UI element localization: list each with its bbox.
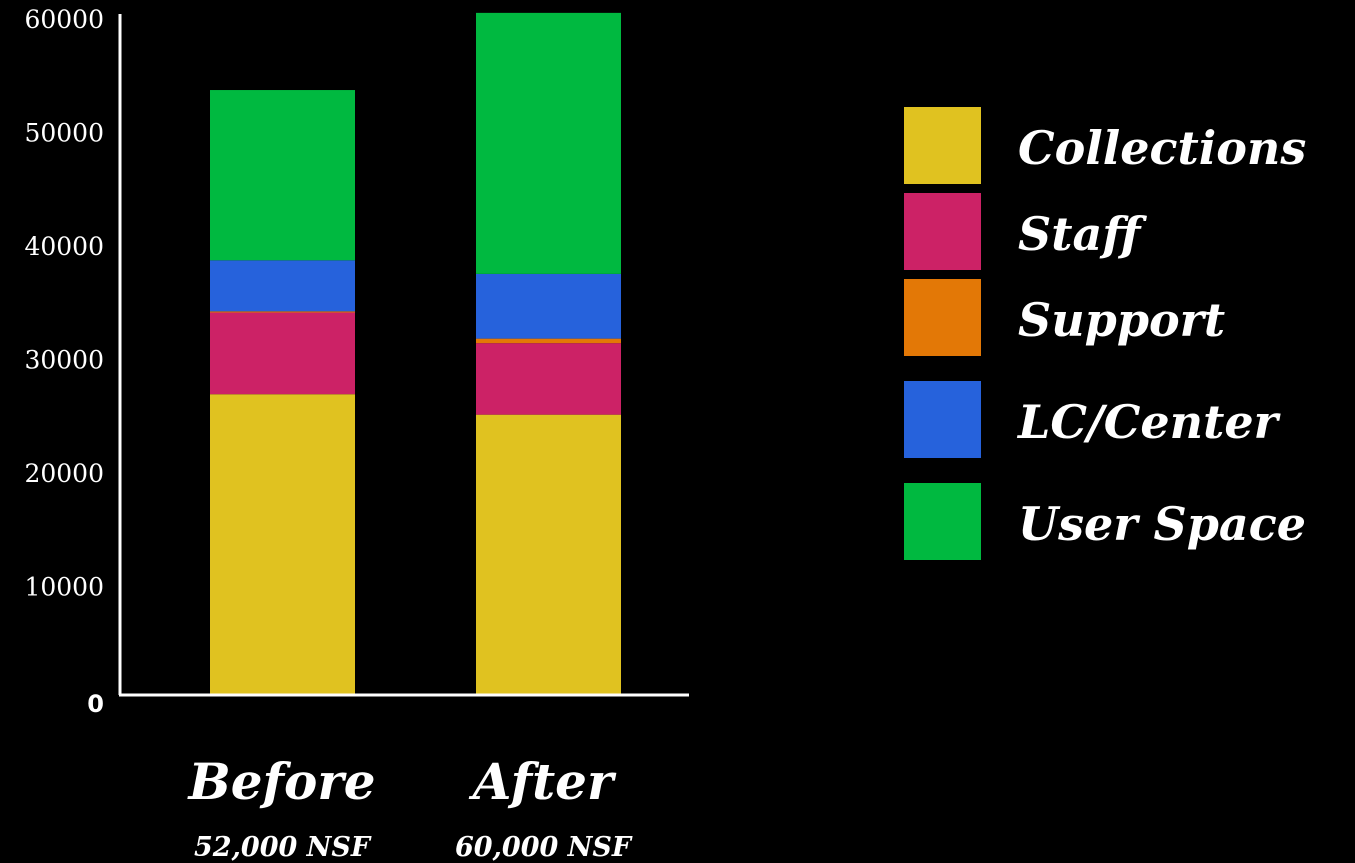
legend-label-user-space: User Space <box>1018 497 1306 551</box>
legend-swatch-support <box>904 279 981 356</box>
y-tick-label: 60000 <box>24 5 104 34</box>
bar-segment-lc-center-before <box>210 260 355 312</box>
y-tick-label: 40000 <box>24 232 104 261</box>
legend-label-support: Support <box>1018 293 1225 347</box>
bar-segment-staff-before <box>210 312 355 395</box>
bar-segment-collections-after <box>476 414 621 695</box>
legend-label-collections: Collections <box>1018 121 1306 175</box>
y-tick-label: 50000 <box>24 119 104 148</box>
bar-segment-user-space-before <box>210 90 355 261</box>
x-tick-label: Before <box>186 752 375 811</box>
y-tick-label: 0 <box>87 690 104 718</box>
bar-segment-collections-before <box>210 394 355 695</box>
x-tick-sublabel: 60,000 NSF <box>455 832 633 863</box>
legend-swatch-staff <box>904 193 981 270</box>
legend-label-lc-center: LC/Center <box>1016 395 1282 449</box>
y-axis-ticks: 0 10000 20000 30000 40000 50000 60000 <box>24 5 104 718</box>
x-tick-label: After <box>469 752 617 811</box>
y-tick-label: 30000 <box>24 346 104 375</box>
category-labels: Before 52,000 NSF After 60,000 NSF <box>186 752 632 863</box>
y-tick-label: 10000 <box>24 573 104 602</box>
y-tick-label: 20000 <box>24 459 104 488</box>
legend: Collections Staff Support LC/Center User Spa… <box>904 107 1306 560</box>
bar-segment-lc-center-after <box>476 273 621 339</box>
legend-swatch-user-space <box>904 483 981 560</box>
bar-segment-support-before <box>210 311 355 313</box>
bar-segment-staff-after <box>476 343 621 415</box>
legend-label-staff: Staff <box>1018 207 1147 261</box>
legend-swatch-collections <box>904 107 981 184</box>
bars <box>210 12 621 695</box>
x-tick-sublabel: 52,000 NSF <box>194 832 372 863</box>
legend-swatch-lc-center <box>904 381 981 458</box>
bar-segment-user-space-after <box>476 12 621 274</box>
bar-segment-support-after <box>476 338 621 344</box>
